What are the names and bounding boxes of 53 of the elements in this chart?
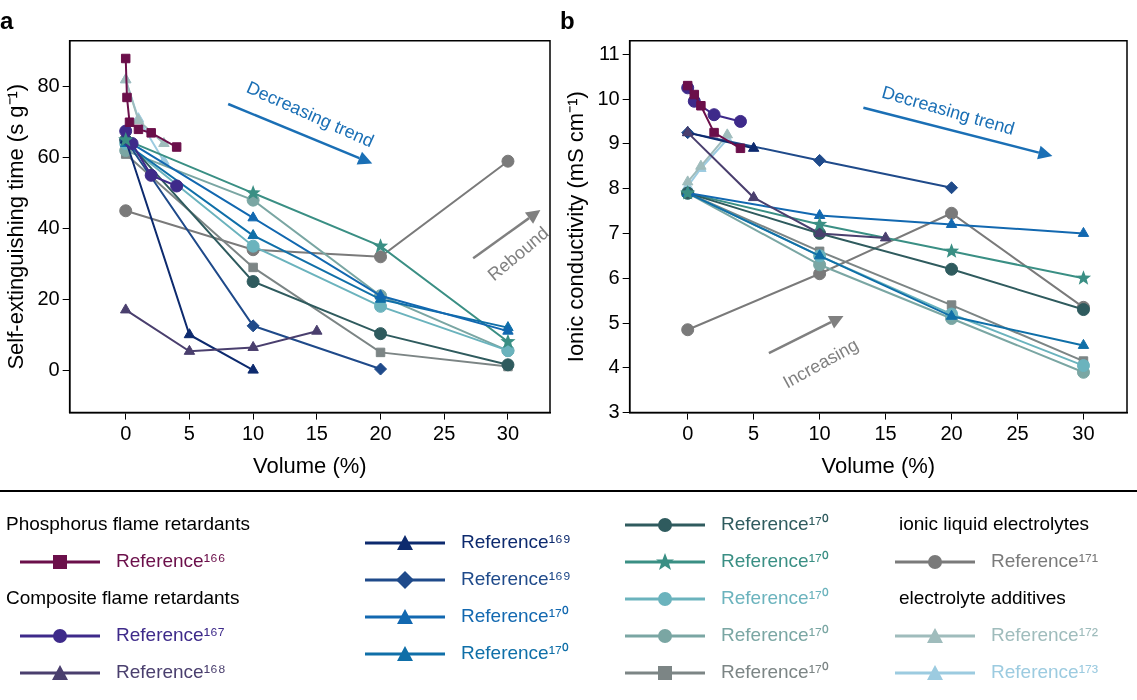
legend-label: Reference¹⁷⁰ bbox=[721, 550, 829, 571]
y-tick-label: 3 bbox=[608, 400, 620, 423]
legend-label: Reference¹⁷⁰ bbox=[721, 513, 829, 534]
text: electrolyte additives bbox=[899, 586, 1067, 610]
legend-label: Reference¹⁶⁷ bbox=[116, 624, 225, 645]
legend-label: Reference¹⁷¹ bbox=[991, 550, 1099, 571]
text: ionic liquid electrolytes bbox=[899, 512, 1091, 536]
y-tick-label: 5 bbox=[608, 310, 620, 333]
x-tick-label: 20 bbox=[940, 422, 963, 445]
x-tick-label: 5 bbox=[183, 422, 195, 445]
x-tick-label: 30 bbox=[496, 422, 520, 445]
x-tick-label: 30 bbox=[1072, 422, 1095, 445]
legend-label: Reference¹⁷³ bbox=[991, 661, 1099, 682]
y-tick-label: 10 bbox=[597, 86, 620, 109]
text: Phosphorus flame retardants bbox=[6, 512, 250, 536]
y-tick-label: 20 bbox=[37, 286, 60, 309]
y-tick-label: 4 bbox=[608, 355, 620, 378]
y-tick-label: 7 bbox=[608, 220, 620, 243]
x-tick-label: 0 bbox=[682, 422, 694, 445]
x-tick-label: 20 bbox=[369, 422, 392, 445]
legend-label: Reference¹⁶⁹ bbox=[461, 531, 571, 552]
legend-label: Reference¹⁷⁰ bbox=[721, 624, 829, 645]
legend-label: Reference¹⁷⁰ bbox=[461, 642, 569, 663]
x-axis-title: Volume (%) bbox=[252, 452, 367, 478]
y-tick-label: 6 bbox=[608, 265, 620, 288]
legend-label: Reference¹⁶⁶ bbox=[116, 550, 226, 571]
x-tick-label: 0 bbox=[120, 422, 132, 445]
x-axis-title: Volume (%) bbox=[821, 452, 936, 478]
y-axis-title: Self-extinguishing time (s g⁻¹) bbox=[3, 83, 29, 370]
x-tick-label: 5 bbox=[748, 422, 760, 445]
y-tick-label: 11 bbox=[598, 41, 620, 64]
y-tick-label: 0 bbox=[48, 357, 60, 380]
x-tick-label: 10 bbox=[242, 422, 265, 445]
legend-label: Reference¹⁶⁹ bbox=[461, 568, 571, 589]
chart-title: b bbox=[560, 7, 575, 35]
y-tick-label: 40 bbox=[37, 215, 60, 238]
y-axis-title: Ionic conductivity (mS cm⁻¹) bbox=[563, 91, 589, 363]
chart-title: a bbox=[0, 7, 14, 35]
legend-label: Reference¹⁷² bbox=[991, 624, 1099, 645]
y-tick-label: 60 bbox=[37, 145, 60, 168]
legend-label: Reference¹⁶⁸ bbox=[116, 661, 226, 682]
y-tick-label: 8 bbox=[608, 176, 620, 199]
x-tick-label: 15 bbox=[305, 422, 328, 445]
y-tick-label: 80 bbox=[37, 74, 60, 97]
x-tick-label: 25 bbox=[433, 422, 456, 445]
x-tick-label: 25 bbox=[1006, 422, 1029, 445]
x-tick-label: 10 bbox=[808, 422, 831, 445]
x-tick-label: 15 bbox=[874, 422, 897, 445]
text: Composite flame retardants bbox=[6, 586, 241, 610]
legend-label: Reference¹⁷⁰ bbox=[721, 661, 829, 682]
legend-label: Reference¹⁷⁰ bbox=[461, 605, 569, 626]
legend-label: Reference¹⁷⁰ bbox=[721, 587, 829, 608]
y-tick-label: 9 bbox=[608, 131, 620, 154]
